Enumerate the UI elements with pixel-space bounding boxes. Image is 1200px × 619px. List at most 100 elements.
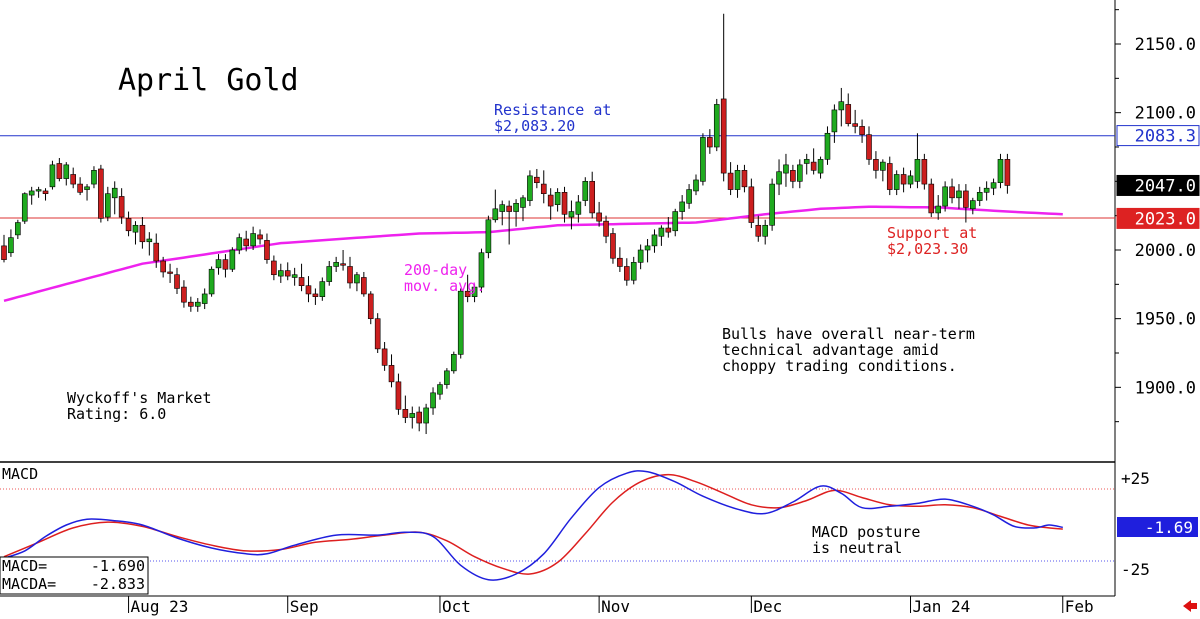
candle-down — [56, 157, 63, 182]
candle-body — [326, 266, 333, 282]
candle-body — [264, 240, 270, 260]
candle-up — [734, 164, 741, 198]
support-annotation-line1: Support at — [887, 224, 977, 242]
candle-down — [174, 267, 180, 294]
candle-up — [319, 277, 326, 301]
candle-body — [84, 186, 90, 190]
candle-body — [8, 237, 14, 254]
candle-up — [444, 368, 450, 389]
candle-body — [610, 233, 616, 259]
candle-down — [603, 215, 609, 244]
candle-body — [817, 159, 824, 174]
macd-note-line2: is neutral — [812, 539, 902, 557]
candle-body — [755, 224, 762, 237]
candle-body — [665, 227, 672, 233]
candle-body — [713, 104, 720, 148]
candle-body — [575, 201, 582, 215]
time-axis-label: Oct — [442, 597, 471, 616]
candle-body — [776, 171, 782, 185]
candle-down — [181, 280, 187, 308]
candle-body — [118, 196, 125, 218]
scroll-left-arrow-icon[interactable] — [1183, 600, 1197, 612]
candle-down — [271, 255, 277, 281]
candle-down — [222, 254, 229, 278]
resistance-annotation-line2: $2,083.20 — [494, 117, 575, 135]
ma-annotation-line2: mov. avg. — [404, 277, 485, 295]
candle-body — [298, 277, 305, 287]
candle-up — [817, 156, 824, 179]
candle-body — [388, 365, 395, 383]
candle-body — [672, 211, 679, 232]
candle-up — [91, 166, 97, 189]
candle-body — [727, 172, 734, 190]
candle-body — [942, 186, 948, 207]
candle-body — [499, 204, 506, 212]
macd-scale-upper: +25 — [1121, 469, 1150, 488]
candle-up — [132, 221, 139, 245]
candle-body — [450, 354, 457, 372]
price-tags: 2083.3 2047.0 2023.0 — [1116, 125, 1200, 229]
support-annotation-line2: $2,023.30 — [887, 240, 968, 258]
candle-body — [236, 237, 243, 251]
candle-down — [347, 256, 353, 289]
candle-body — [188, 301, 194, 307]
candle-down — [963, 184, 969, 223]
candle-body — [700, 137, 706, 182]
candle-body — [409, 413, 416, 418]
candle-up — [527, 170, 533, 207]
candle-up — [907, 170, 914, 189]
candle-body — [91, 170, 97, 185]
candle-up — [8, 229, 14, 257]
candle-down — [264, 233, 270, 264]
candle-down — [720, 13, 727, 182]
candle-body — [222, 259, 229, 270]
candle-body — [630, 262, 637, 281]
candle-down — [77, 177, 83, 196]
candle-body — [229, 249, 236, 270]
candle-body — [914, 159, 921, 182]
candle-body — [271, 260, 277, 276]
candle-body — [513, 203, 519, 212]
candle-body — [395, 381, 402, 410]
macd-tag: -1.69 — [1117, 517, 1198, 537]
candle-body — [132, 224, 139, 233]
candle-body — [28, 190, 35, 196]
candle-down — [741, 164, 748, 193]
candle-body — [381, 348, 388, 366]
candle-up — [215, 254, 222, 275]
rating-line2: Rating: 6.0 — [67, 405, 166, 423]
candle-up — [796, 159, 803, 189]
candle-down — [98, 164, 104, 223]
candle-down — [852, 109, 858, 134]
candle-body — [644, 245, 651, 251]
candle-body — [464, 290, 471, 297]
candle-down — [589, 171, 596, 219]
time-axis-label: Nov — [601, 597, 630, 616]
candle-down — [381, 342, 388, 371]
candle-down — [305, 276, 312, 303]
candle-body — [361, 277, 367, 295]
candle-body — [312, 293, 319, 297]
macd-readout: MACD= -1.690 MACDA= -2.833 — [0, 556, 149, 595]
candle-up — [637, 244, 644, 270]
candle-body — [769, 183, 775, 226]
candle-body — [589, 181, 596, 214]
candle-body — [42, 190, 49, 194]
candle-up — [700, 133, 706, 186]
candle-down — [70, 167, 76, 189]
candle-up — [568, 200, 575, 230]
time-axis-label: Sep — [290, 597, 319, 616]
price-tag-label: 2083.3 — [1135, 127, 1196, 147]
candle-up — [976, 186, 983, 207]
candle-body — [333, 262, 339, 267]
candle-down — [873, 151, 879, 179]
candle-body — [63, 164, 70, 179]
candle-body — [617, 257, 623, 267]
candle-body — [194, 301, 201, 307]
time-axis-label: Dec — [753, 597, 782, 616]
price-tag-label: 2047.0 — [1135, 176, 1196, 196]
candle-body — [444, 370, 450, 385]
candle-body — [402, 409, 409, 418]
candle-body — [146, 238, 153, 243]
price-tag-label: 2023.0 — [1135, 209, 1196, 229]
